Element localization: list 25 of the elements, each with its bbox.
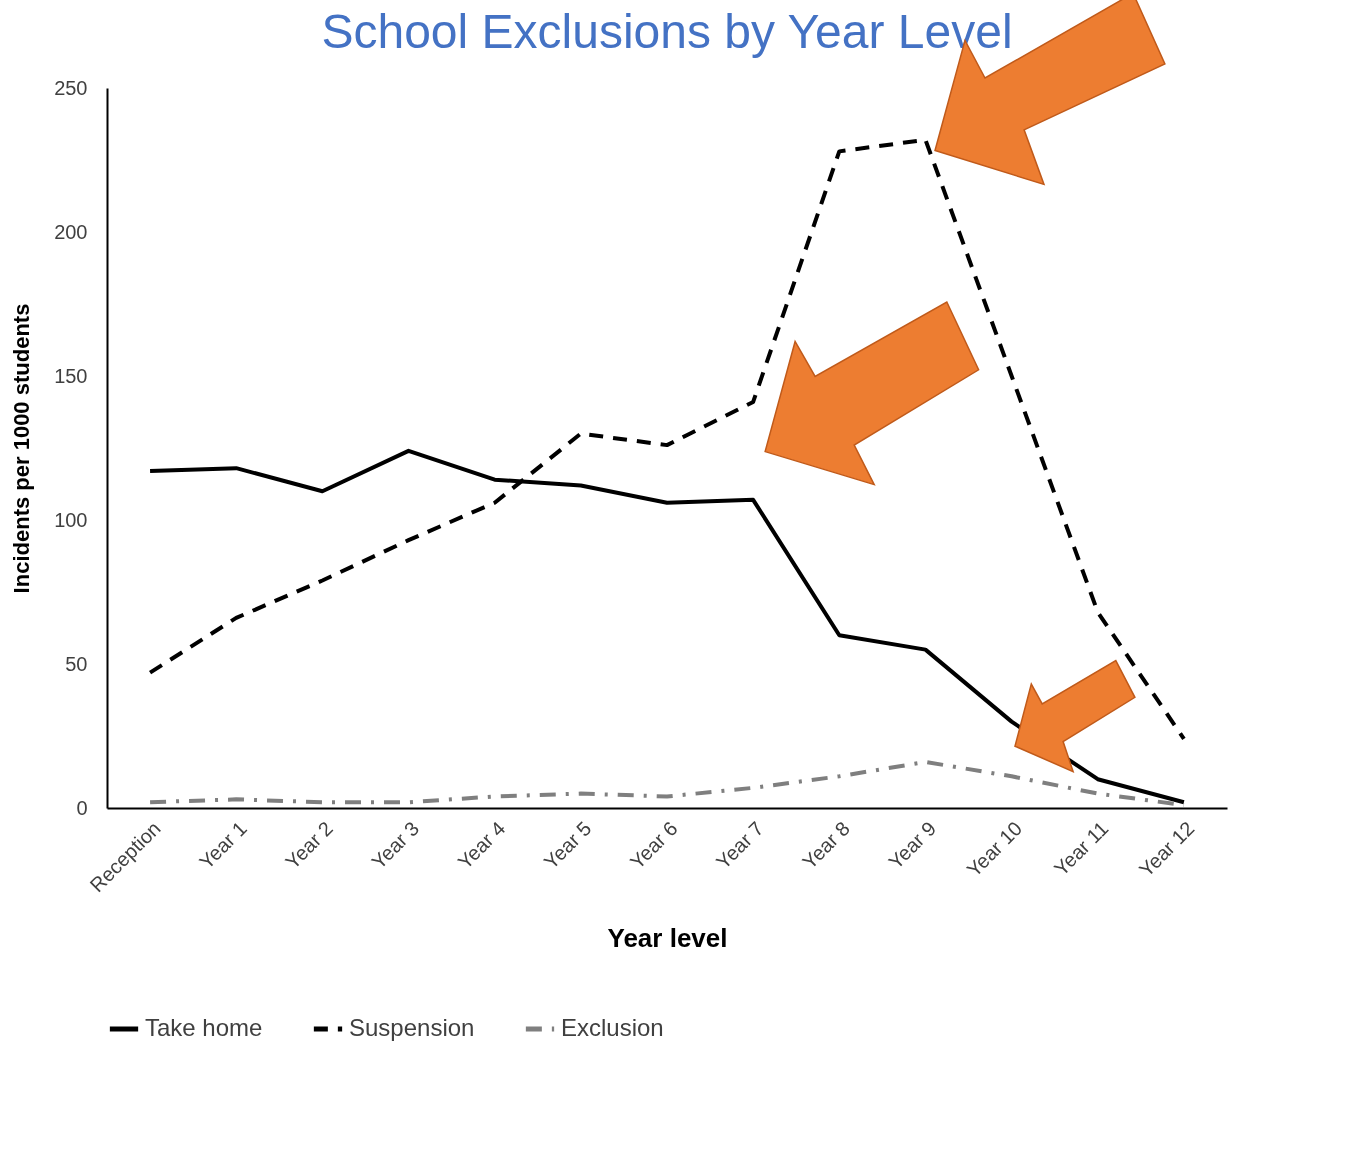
x-tick-label: Year 9 bbox=[884, 817, 941, 874]
chart-title: School Exclusions by Year Level bbox=[321, 5, 1013, 58]
y-tick-label: 200 bbox=[54, 220, 88, 243]
x-tick-label: Year 10 bbox=[962, 817, 1027, 881]
x-tick-label: Year 1 bbox=[194, 817, 251, 874]
y-axis-title: Incidents per 1000 students bbox=[9, 303, 35, 594]
y-tick-label: 250 bbox=[54, 76, 88, 99]
legend-label: Exclusion bbox=[561, 1014, 664, 1041]
y-tick-label: 0 bbox=[76, 796, 88, 819]
x-tick-label: Year 4 bbox=[453, 817, 510, 874]
x-tick-label: Year 3 bbox=[367, 817, 424, 874]
x-tick-label: Year 8 bbox=[798, 817, 854, 874]
y-tick-label: 150 bbox=[54, 364, 88, 387]
y-tick-label: 100 bbox=[54, 508, 88, 531]
x-tick-label: Year 7 bbox=[711, 817, 768, 874]
x-tick-label: Year 6 bbox=[625, 817, 682, 874]
x-tick-label: Year 12 bbox=[1134, 817, 1199, 881]
line-series bbox=[148, 759, 1186, 808]
legend-label: Take home bbox=[145, 1014, 263, 1041]
x-tick-label: Year 2 bbox=[281, 817, 338, 874]
legend-label: Suspension bbox=[349, 1014, 475, 1041]
y-tick-label: 50 bbox=[65, 652, 88, 675]
x-axis-title: Year level bbox=[607, 923, 728, 954]
x-tick-label: Year 11 bbox=[1049, 817, 1113, 880]
x-tick-label: Year 5 bbox=[539, 817, 596, 874]
